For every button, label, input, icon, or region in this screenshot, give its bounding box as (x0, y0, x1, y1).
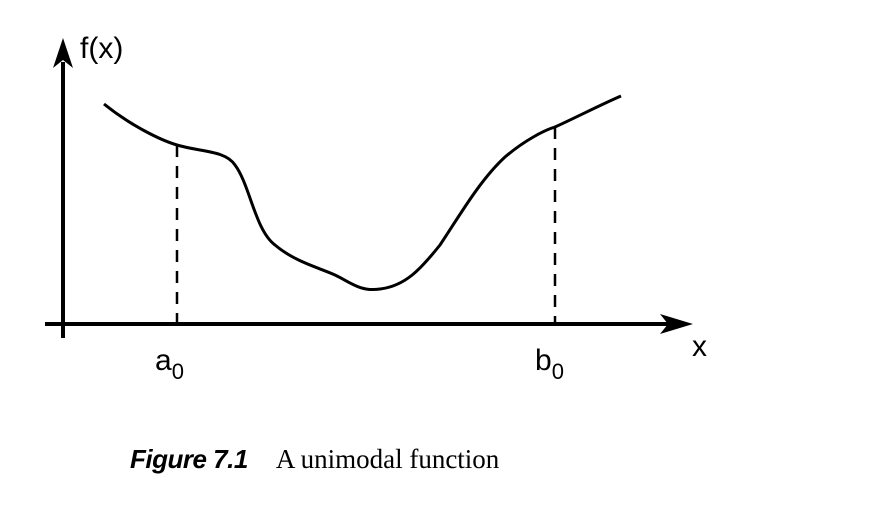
marker-a0-label: a0 (155, 344, 184, 384)
y-axis-arrow (53, 38, 73, 68)
figure-title: A unimodal function (275, 444, 500, 474)
figure-number: Figure 7.1 (130, 444, 248, 474)
x-axis-label: x (692, 330, 707, 363)
y-axis-label: f(x) (80, 32, 123, 65)
marker-b0-label: b0 (535, 344, 564, 384)
x-axis-arrow (660, 314, 693, 334)
unimodal-curve (103, 94, 622, 292)
marker-b0-sub: 0 (552, 359, 564, 384)
marker-a0-sub: 0 (172, 359, 184, 384)
marker-b0-base: b (535, 344, 552, 377)
marker-a0-base: a (155, 344, 172, 377)
